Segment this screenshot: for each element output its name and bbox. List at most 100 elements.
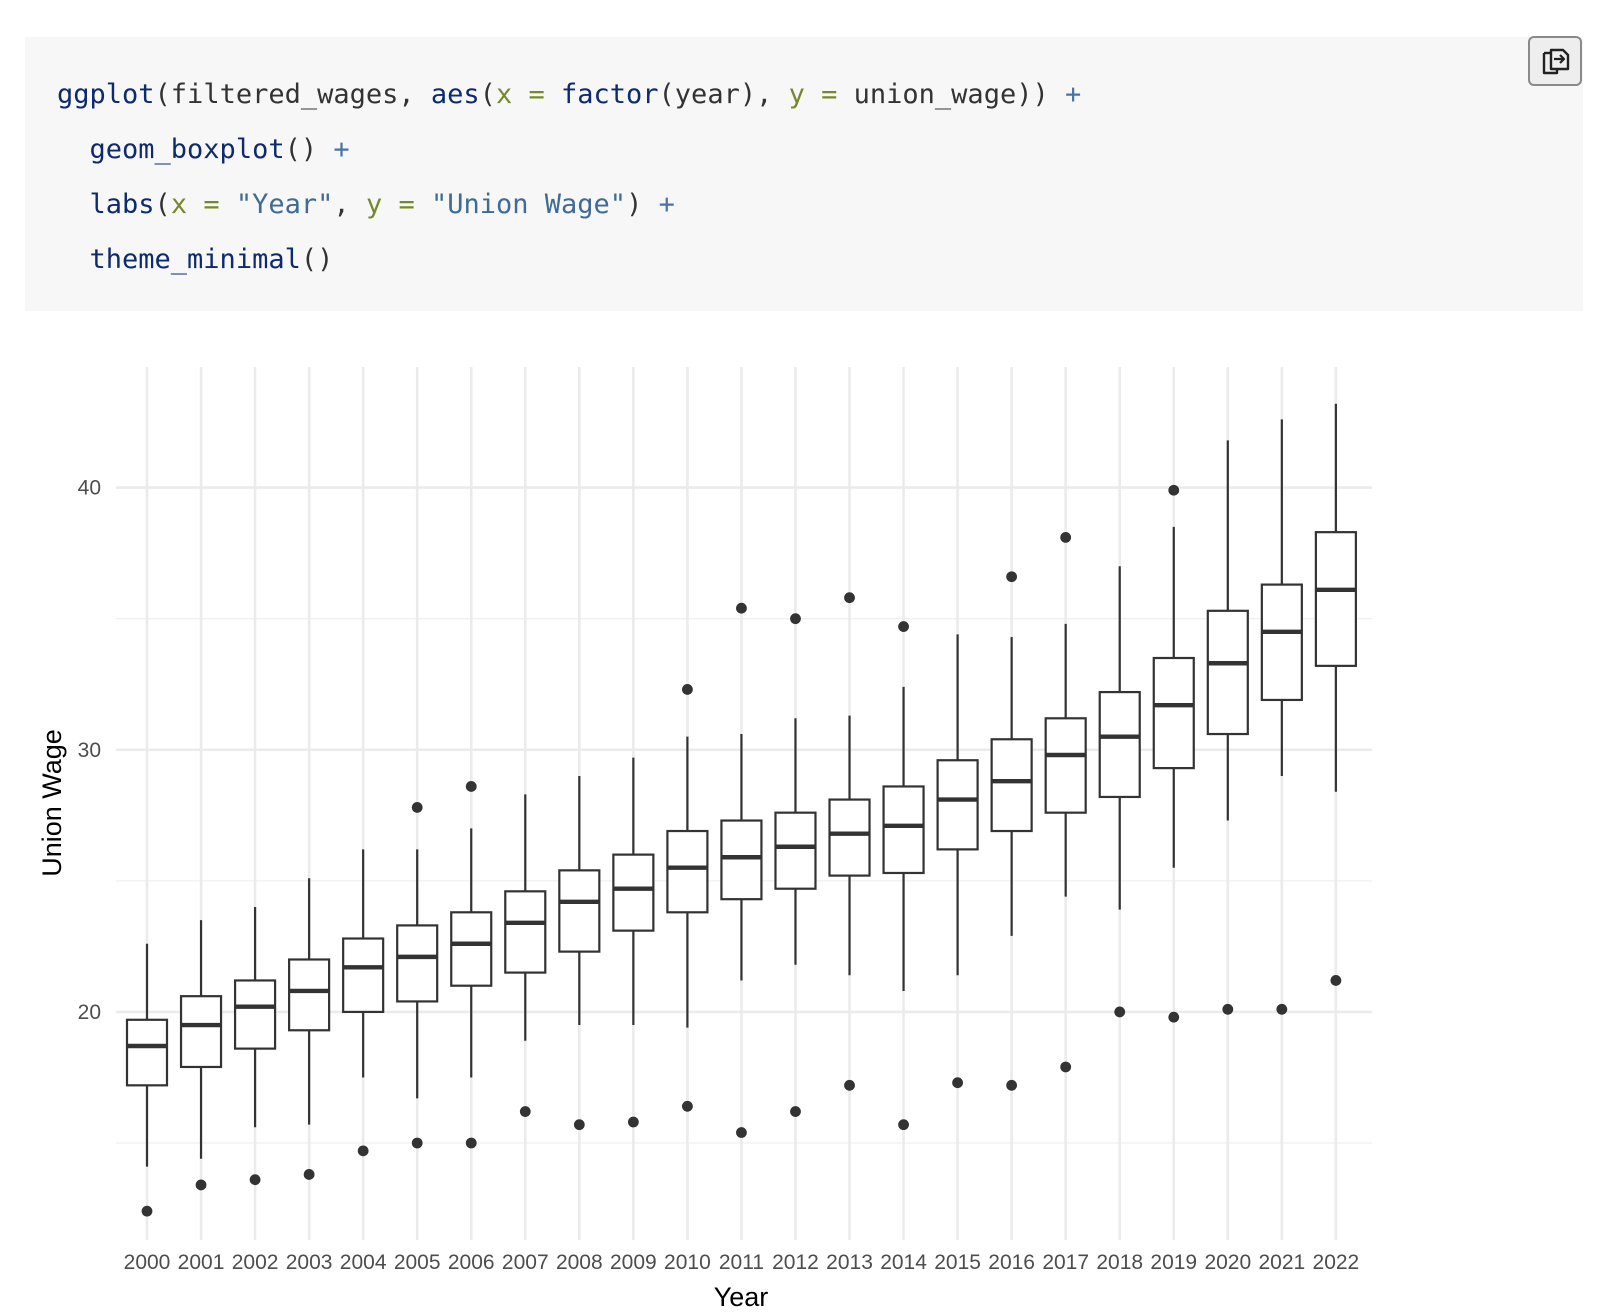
box-2012 xyxy=(774,613,817,1117)
code-token: union_wage)) xyxy=(837,79,1065,110)
code-token: () xyxy=(300,244,334,275)
outlier-point xyxy=(573,1119,585,1131)
y-tick-label: 30 xyxy=(78,739,101,762)
x-tick-label: 2001 xyxy=(178,1251,225,1274)
code-token: aes xyxy=(430,79,480,110)
code-token xyxy=(545,79,561,110)
y-tick-label: 20 xyxy=(78,1001,101,1024)
code-token xyxy=(57,244,90,275)
x-tick-label: 2009 xyxy=(610,1251,657,1274)
x-tick-label: 2019 xyxy=(1150,1251,1197,1274)
outlier-point xyxy=(1222,1003,1234,1015)
outlier-point xyxy=(411,1137,423,1149)
y-tick-label: 40 xyxy=(78,477,101,500)
box-body xyxy=(720,819,763,901)
code-token: (filtered_wages, xyxy=(154,79,431,110)
code-token: ) xyxy=(626,189,659,220)
outlier-point xyxy=(519,1106,531,1117)
x-tick-label: 2012 xyxy=(772,1251,819,1274)
outlier-point xyxy=(465,781,477,792)
box-2020 xyxy=(1206,440,1249,1015)
code-token: "Union Wage" xyxy=(431,189,627,220)
code-token: ggplot xyxy=(57,79,155,110)
x-tick-label: 2018 xyxy=(1096,1251,1143,1274)
box-2009 xyxy=(612,757,655,1128)
box-2010 xyxy=(666,684,709,1112)
code-token: + xyxy=(1064,79,1082,110)
code-token: x xyxy=(495,79,513,110)
code-token: labs xyxy=(89,189,155,220)
box-2006 xyxy=(450,781,493,1149)
box-2016 xyxy=(990,571,1033,1091)
code-token: = xyxy=(821,79,838,110)
x-tick-label: 2007 xyxy=(502,1251,549,1274)
code-token: = xyxy=(203,189,220,220)
outlier-point xyxy=(736,1127,747,1138)
x-tick-label: 2002 xyxy=(232,1251,279,1274)
box-2003 xyxy=(288,878,331,1180)
box-2002 xyxy=(233,907,277,1186)
box-2013 xyxy=(828,592,871,1091)
code-token: factor xyxy=(561,79,659,110)
outlier-point xyxy=(898,621,909,632)
x-tick-label: 2005 xyxy=(394,1251,441,1274)
outlier-point xyxy=(1168,484,1180,496)
box-2018 xyxy=(1098,566,1141,1018)
x-tick-label: 2008 xyxy=(556,1251,603,1274)
code-token xyxy=(220,189,236,220)
box-2019 xyxy=(1152,484,1195,1023)
copy-button[interactable] xyxy=(1528,36,1582,86)
code-token: geom_boxplot xyxy=(89,134,285,165)
box-body xyxy=(1044,717,1087,814)
outlier-point xyxy=(1276,1003,1288,1015)
box-body xyxy=(612,853,655,932)
box-body xyxy=(1152,656,1195,770)
x-tick-label: 2013 xyxy=(826,1251,873,1274)
outlier-point xyxy=(411,802,423,813)
code-token xyxy=(57,189,90,220)
code-line: labs(x = "Year", y = "Union Wage") + xyxy=(57,177,1081,232)
boxplot-chart: 2000 2001 2002 2003 2004 2005 2006 2007 2008 2009… xyxy=(37,367,1372,1312)
box-body xyxy=(882,785,925,875)
outlier-point xyxy=(952,1077,963,1089)
code-token xyxy=(512,79,528,110)
box-2017 xyxy=(1044,532,1087,1073)
box-body xyxy=(504,890,547,974)
code-line: ggplot(filtered_wages, aes(x = factor(ye… xyxy=(57,67,1081,122)
box-body xyxy=(396,924,439,1003)
outlier-point xyxy=(1114,1006,1126,1018)
code-token: + xyxy=(333,134,350,165)
code-line: geom_boxplot() + xyxy=(57,122,1081,177)
code-token: theme_minimal xyxy=(89,244,301,275)
code-token: , xyxy=(333,189,366,220)
box-body xyxy=(450,911,493,987)
box-2001 xyxy=(179,920,223,1191)
box-body xyxy=(990,738,1033,833)
box-2005 xyxy=(396,802,439,1149)
outlier-point xyxy=(844,592,855,604)
x-tick-label: 2014 xyxy=(880,1251,927,1274)
box-2022 xyxy=(1314,403,1357,986)
x-tick-label: 2021 xyxy=(1258,1251,1305,1274)
box-2000 xyxy=(125,943,169,1217)
code-block: ggplot(filtered_wages, aes(x = factor(ye… xyxy=(25,37,1583,311)
outlier-point xyxy=(303,1169,315,1180)
outlier-point xyxy=(1330,975,1342,986)
outlier-point xyxy=(1060,532,1072,543)
outlier-point xyxy=(1168,1011,1180,1023)
x-tick-label: 2003 xyxy=(286,1251,333,1274)
box-body xyxy=(558,869,601,953)
outlier-point xyxy=(736,602,747,614)
box-body xyxy=(342,937,385,1014)
code-text: ggplot(filtered_wages, aes(x = factor(ye… xyxy=(57,67,1081,287)
outlier-point xyxy=(1006,571,1018,583)
box-body xyxy=(936,759,979,851)
code-token: x xyxy=(170,189,188,220)
outlier-point xyxy=(141,1205,153,1217)
code-token: = xyxy=(398,189,415,220)
x-tick-label: 2022 xyxy=(1313,1251,1360,1274)
x-tick-label: 2006 xyxy=(448,1251,495,1274)
box-2008 xyxy=(558,775,601,1131)
box-body xyxy=(179,995,223,1069)
code-token: = xyxy=(528,79,545,110)
